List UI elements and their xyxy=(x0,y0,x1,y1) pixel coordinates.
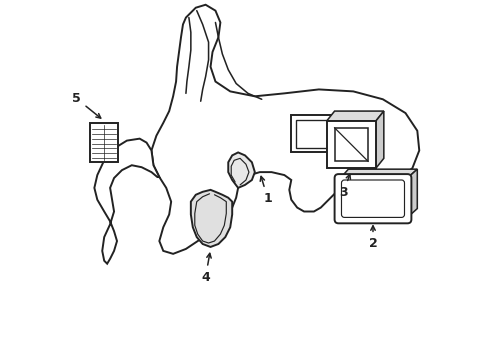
Polygon shape xyxy=(341,169,417,178)
Text: 1: 1 xyxy=(260,176,272,205)
Polygon shape xyxy=(327,111,384,121)
Bar xyxy=(91,123,118,162)
Polygon shape xyxy=(151,5,419,254)
Bar xyxy=(335,128,368,161)
Text: 5: 5 xyxy=(72,92,101,118)
Polygon shape xyxy=(191,190,232,247)
FancyBboxPatch shape xyxy=(342,180,405,217)
Bar xyxy=(296,120,328,148)
Polygon shape xyxy=(95,139,159,264)
Bar xyxy=(291,115,333,152)
Polygon shape xyxy=(408,169,417,217)
Polygon shape xyxy=(228,152,255,188)
Text: 2: 2 xyxy=(368,226,377,250)
Polygon shape xyxy=(376,111,384,168)
Bar xyxy=(327,121,376,168)
Text: 4: 4 xyxy=(201,253,211,284)
Text: 3: 3 xyxy=(339,174,350,199)
FancyBboxPatch shape xyxy=(335,174,412,223)
